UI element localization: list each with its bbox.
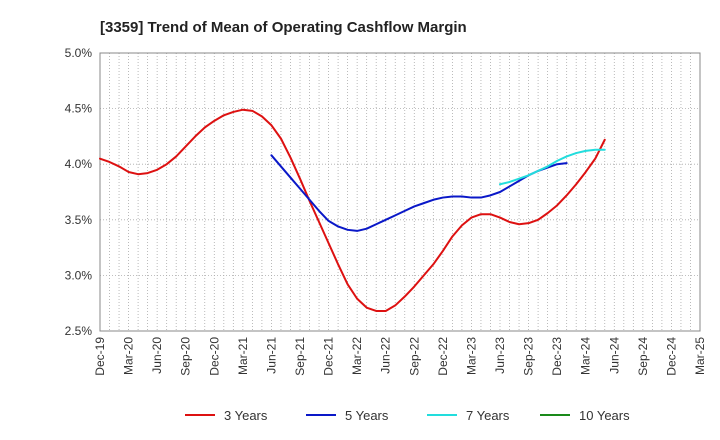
x-tick-label: Dec-19 [93,337,107,376]
y-tick-label: 5.0% [65,46,93,60]
legend-label: 5 Years [345,408,389,423]
chart-title: [3359] Trend of Mean of Operating Cashfl… [100,19,467,36]
y-axis: 2.5% 3.0% 3.5% 4.0% 4.5% 5.0% [65,46,93,338]
series-layer [99,108,606,312]
x-tick-label: Sep-22 [407,337,421,376]
x-tick-label: Dec-23 [550,337,564,376]
x-tick-label: Mar-24 [579,337,593,375]
grid [100,53,700,331]
x-tick-label: Mar-20 [122,337,136,375]
x-tick-label: Jun-23 [493,337,507,374]
x-tick-label: Mar-22 [350,337,364,375]
x-tick-label: Mar-25 [693,337,707,375]
series-line-3-years [99,108,606,312]
legend-label: 3 Years [224,408,268,423]
x-tick-label: Dec-20 [207,337,221,376]
x-tick-label: Dec-21 [322,337,336,376]
x-tick-label: Mar-21 [236,337,250,375]
x-tick-label: Jun-24 [607,337,621,374]
y-tick-label: 3.5% [65,213,93,227]
x-tick-label: Jun-21 [264,337,278,374]
x-tick-label: Dec-22 [436,337,450,376]
x-tick-label: Sep-20 [179,337,193,376]
x-tick-label: Jun-20 [150,337,164,374]
y-tick-label: 4.5% [65,102,93,116]
legend: 3 Years 5 Years 7 Years 10 Years [185,408,630,423]
y-tick-label: 4.0% [65,157,93,171]
x-tick-label: Sep-24 [636,337,650,376]
x-axis: Dec-19 Mar-20 Jun-20 Sep-20 Dec-20 Mar-21 Jun-… [93,337,707,376]
x-tick-label: Mar-23 [464,337,478,375]
series-line-7-years [499,148,606,186]
y-tick-label: 3.0% [65,268,93,282]
y-tick-label: 2.5% [65,324,93,338]
x-tick-label: Dec-24 [664,337,678,376]
x-tick-label: Jun-22 [379,337,393,374]
series-line-5-years [270,154,568,232]
x-tick-label: Sep-23 [522,337,536,376]
legend-label: 7 Years [466,408,510,423]
plot-area-frame [99,52,701,332]
x-tick-label: Sep-21 [293,337,307,376]
legend-label: 10 Years [579,408,630,423]
